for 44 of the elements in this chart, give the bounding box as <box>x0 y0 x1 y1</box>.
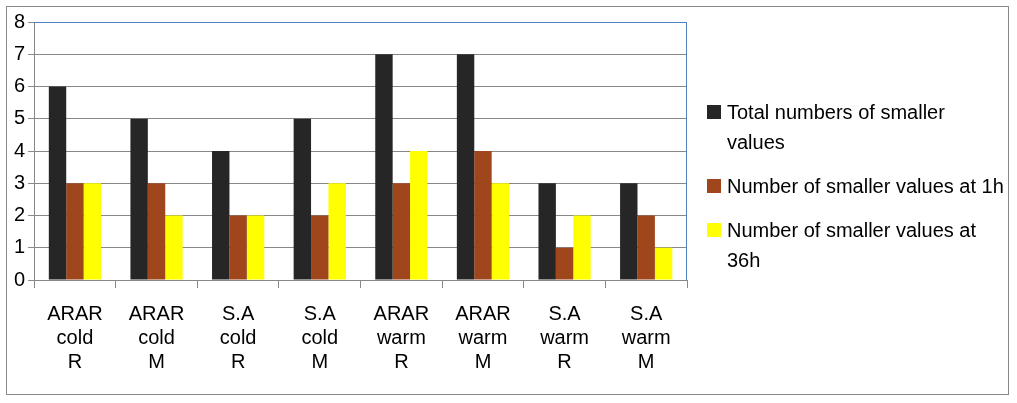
x-tick-label: ARAR cold M <box>128 301 185 372</box>
bar <box>654 247 673 280</box>
bar <box>474 151 492 280</box>
bar <box>456 54 475 280</box>
bar <box>538 183 556 280</box>
x-tick-label: ARAR warm R <box>373 301 430 372</box>
bar <box>83 183 102 280</box>
bar <box>637 215 655 280</box>
x-tick-label: S.A warm M <box>620 301 671 372</box>
x-tick-label: S.A cold R <box>219 301 257 372</box>
x-tick-label: ARAR cold R <box>47 301 103 372</box>
bar <box>620 183 638 280</box>
bar <box>212 151 230 280</box>
bar <box>311 215 329 280</box>
x-tick-label: S.A cold M <box>301 301 339 372</box>
y-tick-label: 6 <box>14 74 26 97</box>
bar <box>130 118 148 280</box>
bar <box>293 118 312 280</box>
bar <box>246 215 265 280</box>
bar <box>392 183 411 280</box>
y-tick-label: 8 <box>14 9 26 32</box>
bar <box>555 247 574 280</box>
bar <box>573 215 591 280</box>
bar <box>328 183 346 280</box>
x-tick-label: S.A warm R <box>539 301 590 372</box>
legend-label: Number of smaller values at 1h <box>727 174 1004 199</box>
bar <box>375 54 393 280</box>
bar <box>48 86 67 280</box>
bar <box>491 183 510 280</box>
y-tick-label: 0 <box>14 267 26 290</box>
bar <box>147 183 166 280</box>
legend-label: Total numbers of smaller values <box>727 100 946 155</box>
x-tick-label: ARAR warm M <box>455 301 511 372</box>
legend-label: Number of smaller values at 36h <box>727 218 977 273</box>
bar <box>66 183 84 280</box>
y-tick-label: 1 <box>14 235 26 258</box>
y-tick-label: 4 <box>14 138 26 161</box>
y-tick-label: 3 <box>14 170 26 193</box>
y-tick-label: 2 <box>14 203 26 226</box>
bar <box>229 215 247 280</box>
y-tick-label: 7 <box>14 41 26 64</box>
bar <box>410 151 428 280</box>
bar <box>165 215 183 280</box>
y-tick-label: 5 <box>14 106 26 129</box>
